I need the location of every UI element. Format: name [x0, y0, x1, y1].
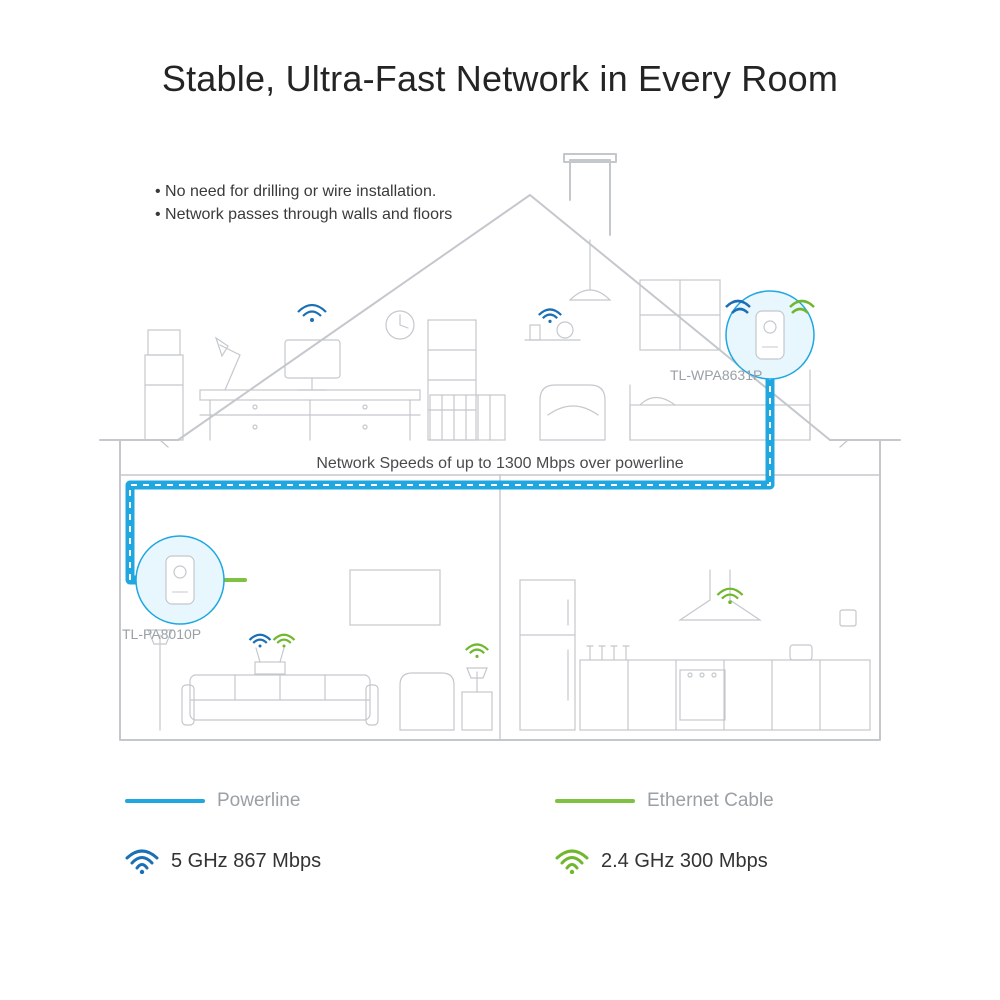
- legend-ethernet-label: Ethernet Cable: [647, 790, 774, 812]
- wifi-24g-icon: [555, 848, 589, 874]
- infographic-root: Stable, Ultra-Fast Network in Every Room…: [0, 0, 1000, 1000]
- legend-powerline-label: Powerline: [217, 790, 300, 812]
- device-a-label: TL-WPA8631P: [670, 367, 762, 383]
- legend-wifi-5g-label: 5 GHz 867 Mbps: [171, 850, 321, 873]
- wifi-5g-icon: [125, 848, 159, 874]
- device-b-label: TL-PA8010P: [122, 626, 201, 642]
- legend-ethernet: Ethernet Cable: [555, 790, 774, 812]
- ethernet-swatch: [555, 799, 635, 803]
- legend-wifi-5g: 5 GHz 867 Mbps: [125, 848, 321, 874]
- house-svg: [70, 150, 930, 750]
- page-title: Stable, Ultra-Fast Network in Every Room: [0, 58, 1000, 100]
- legend-powerline: Powerline: [125, 790, 300, 812]
- legend-wifi-24g-label: 2.4 GHz 300 Mbps: [601, 850, 768, 873]
- powerline-swatch: [125, 799, 205, 803]
- house-diagram: [70, 150, 930, 750]
- legend-wifi-24g: 2.4 GHz 300 Mbps: [555, 848, 768, 874]
- powerline-speed-label: Network Speeds of up to 1300 Mbps over p…: [0, 455, 1000, 473]
